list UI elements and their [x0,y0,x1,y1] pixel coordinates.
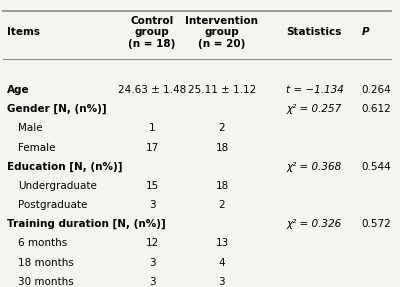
Text: 17: 17 [146,143,159,152]
Text: Male: Male [18,123,43,133]
Text: Postgraduate: Postgraduate [18,200,88,210]
Text: 2: 2 [219,200,225,210]
Text: Training duration [N, (n%)]: Training duration [N, (n%)] [7,219,166,229]
Text: 3: 3 [149,258,156,267]
Text: 18: 18 [215,181,228,191]
Text: 15: 15 [146,181,159,191]
Text: 3: 3 [149,277,156,287]
Text: 30 months: 30 months [18,277,74,287]
Text: 18: 18 [215,143,228,152]
Text: 1: 1 [149,123,156,133]
Text: 6 months: 6 months [18,238,68,249]
Text: Gender [N, (n%)]: Gender [N, (n%)] [7,104,106,114]
Text: 18 months: 18 months [18,258,74,267]
Text: Education [N, (n%)]: Education [N, (n%)] [7,162,122,172]
Text: χ² = 0.257: χ² = 0.257 [286,104,341,114]
Text: 12: 12 [146,238,159,249]
Text: 3: 3 [149,200,156,210]
Text: 0.544: 0.544 [362,162,391,172]
Text: Items: Items [7,27,40,37]
Text: Statistics: Statistics [286,27,341,37]
Text: 2: 2 [219,123,225,133]
Text: 25.11 ± 1.12: 25.11 ± 1.12 [188,85,256,95]
Text: χ² = 0.368: χ² = 0.368 [286,162,341,172]
Text: t = −1.134: t = −1.134 [286,85,344,95]
Text: 3: 3 [219,277,225,287]
Text: Intervention
group
(n = 20): Intervention group (n = 20) [186,16,258,49]
Text: 24.63 ± 1.48: 24.63 ± 1.48 [118,85,186,95]
Text: 0.612: 0.612 [362,104,391,114]
Text: 13: 13 [215,238,228,249]
Text: Age: Age [7,85,29,95]
Text: 0.264: 0.264 [362,85,391,95]
Text: Control
group
(n = 18): Control group (n = 18) [128,16,176,49]
Text: Undergraduate: Undergraduate [18,181,97,191]
Text: P: P [362,27,369,37]
Text: χ² = 0.326: χ² = 0.326 [286,219,341,229]
Text: 4: 4 [219,258,225,267]
Text: 0.572: 0.572 [362,219,391,229]
Text: Female: Female [18,143,56,152]
